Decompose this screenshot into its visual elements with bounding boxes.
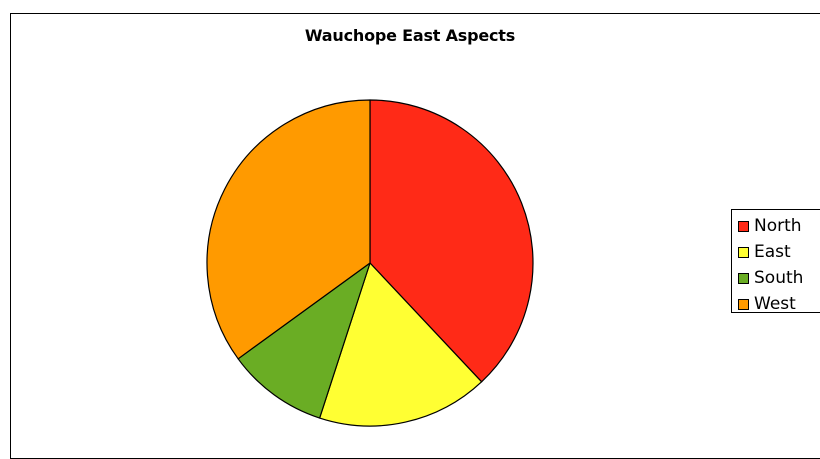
- pie-slice-east: [319, 262, 483, 427]
- legend-swatch-east: [738, 246, 749, 258]
- pie-slice-north: [369, 99, 534, 383]
- legend-label-north: North: [754, 216, 802, 236]
- legend-swatch-north: [738, 220, 749, 232]
- legend-item-east: East: [732, 239, 820, 265]
- legend-item-north: North: [732, 213, 820, 239]
- legend: North East South West: [731, 209, 820, 314]
- legend-item-south: South: [732, 265, 820, 291]
- pie-slice-south: [237, 262, 371, 419]
- legend-label-west: West: [754, 294, 796, 314]
- legend-item-west: West: [732, 291, 820, 317]
- legend-label-east: East: [754, 242, 791, 262]
- pie-slice-west: [206, 99, 371, 360]
- chart-title: Wauchope East Aspects: [304, 26, 516, 45]
- legend-label-south: South: [754, 268, 804, 288]
- legend-swatch-south: [738, 272, 749, 284]
- legend-swatch-west: [738, 298, 749, 310]
